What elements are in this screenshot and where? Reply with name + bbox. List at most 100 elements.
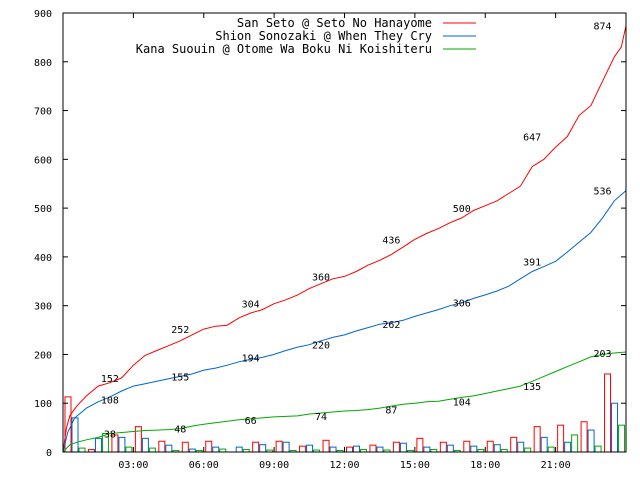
y-tick-label: 0 [46,448,52,459]
x-tick-label: 15:00 [400,460,430,471]
series-line-1 [62,25,627,453]
y-tick-label: 900 [34,9,52,20]
x-tick-label: 21:00 [541,460,571,471]
y-tick-label: 300 [34,302,52,313]
hourly-bar-2 [306,444,314,453]
data-label-3: 74 [315,412,327,423]
hourly-bar-2 [517,441,525,453]
hourly-bar-3 [571,434,579,453]
data-label-1: 436 [382,235,400,246]
hourly-bar-2 [493,444,501,453]
y-tick-label: 100 [34,399,52,410]
hourly-bar-1 [557,424,565,453]
y-tick-label: 800 [34,58,52,69]
hourly-bar-3 [618,424,626,453]
data-label-1: 874 [594,22,612,33]
hourly-bar-2 [282,441,290,453]
hourly-bar-1 [510,436,518,453]
hourly-bar-1 [275,440,283,453]
data-label-1: 360 [312,272,330,283]
hourly-bar-2 [353,445,360,453]
cumulative-lines [62,25,627,453]
hourly-bar-2 [259,444,267,453]
data-labels: 152 252 304 360 436 500 647 874 108 155 194 220 262 3… [101,22,612,441]
plot-border [62,12,627,453]
hourly-bar-3 [594,445,602,453]
data-label-2: 306 [453,299,471,310]
hourly-bar-2 [399,442,407,453]
hourly-bar-2 [423,446,431,453]
hourly-bar-2 [94,437,102,453]
x-tick-label: 03:00 [118,460,148,471]
hourly-bar-1 [604,373,612,453]
data-label-1: 647 [523,132,541,143]
hourly-bar-3 [125,446,133,453]
hourly-bar-2 [470,445,478,453]
hourly-bar-1 [205,440,213,453]
y-tick-label: 700 [34,107,52,118]
data-label-3: 38 [104,429,116,440]
data-label-3: 104 [453,397,471,408]
hourly-bar-1 [392,441,400,453]
data-label-3: 66 [245,416,257,427]
hourly-bar-3 [78,447,86,453]
legend-label-3: Kana Suouin @ Otome Wa Boku Ni Koishiter… [136,42,432,56]
hourly-bar-2 [165,444,173,453]
data-label-3: 87 [385,406,397,417]
hourly-bar-1 [580,421,588,453]
data-label-1: 500 [453,204,471,215]
y-tick-label: 200 [34,350,52,361]
hourly-bar-2 [540,436,548,453]
hourly-bar-3 [547,446,555,453]
legend-label-1: San Seto @ Seto No Hanayome [237,16,432,30]
hourly-bar-3 [148,447,156,453]
hourly-bar-2 [212,446,220,453]
data-label-1: 252 [171,325,189,336]
series-line-2 [62,190,627,453]
data-label-2: 108 [101,395,119,406]
hourly-bar-2 [376,446,384,453]
hourly-bar-2 [235,446,243,453]
hourly-bar-2 [329,446,337,453]
x-tick-label: 06:00 [189,460,219,471]
hourly-bar-2 [611,402,619,453]
hourly-bar-2 [446,444,454,453]
hourly-bar-1 [299,445,307,453]
legend-label-2: Shion Sonozaki @ When They Cry [215,29,432,43]
hourly-bar-1 [439,441,447,453]
x-tick-label: 12:00 [329,460,359,471]
data-label-3: 203 [594,349,612,360]
y-tick-label: 500 [34,204,52,215]
data-label-2: 194 [242,353,260,364]
hourly-bar-2 [564,441,572,453]
data-label-2: 155 [171,372,189,383]
hourly-bar-3 [524,447,532,453]
data-label-2: 391 [523,257,541,268]
hourly-bar-1 [158,440,166,453]
y-tick-label: 600 [34,155,52,166]
hourly-bar-1 [486,440,494,453]
data-label-1: 152 [101,374,119,385]
hourly-bar-2 [587,429,595,453]
hourly-bar-2 [118,436,126,453]
data-label-2: 536 [594,187,612,198]
hourly-bar-1 [346,446,353,453]
hourly-bar-1 [416,437,424,453]
series-line-3 [62,351,627,453]
data-label-1: 304 [242,300,260,311]
hourly-bar-1 [252,441,260,453]
hourly-bar-1 [463,440,471,453]
data-label-3: 48 [174,425,186,436]
data-label-2: 262 [382,320,400,331]
hourly-bar-2 [71,417,79,453]
hourly-bar-1 [64,396,72,453]
hourly-bar-1 [181,441,189,453]
y-tick-label: 400 [34,253,52,264]
data-label-2: 220 [312,341,330,352]
x-tick-label: 18:00 [470,460,500,471]
hourly-bar-1 [533,426,541,453]
axes: 0 100 200 300 400 500 600 700 800 900 03:00 06:00 09… [34,9,627,471]
hourly-bar-1 [369,444,377,453]
